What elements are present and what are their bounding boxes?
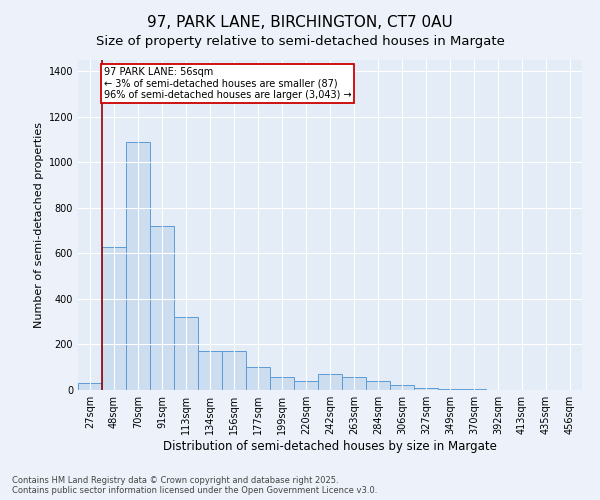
Bar bbox=[174, 317, 198, 390]
Bar bbox=[342, 378, 366, 390]
Text: Contains HM Land Registry data © Crown copyright and database right 2025.
Contai: Contains HM Land Registry data © Crown c… bbox=[12, 476, 377, 495]
Bar bbox=[462, 389, 486, 390]
Bar bbox=[390, 386, 414, 390]
Bar bbox=[126, 142, 150, 390]
Text: Size of property relative to semi-detached houses in Margate: Size of property relative to semi-detach… bbox=[95, 35, 505, 48]
Text: 97, PARK LANE, BIRCHINGTON, CT7 0AU: 97, PARK LANE, BIRCHINGTON, CT7 0AU bbox=[147, 15, 453, 30]
Text: 97 PARK LANE: 56sqm
← 3% of semi-detached houses are smaller (87)
96% of semi-de: 97 PARK LANE: 56sqm ← 3% of semi-detache… bbox=[104, 67, 352, 100]
Bar bbox=[150, 226, 174, 390]
Bar bbox=[270, 378, 294, 390]
Bar bbox=[438, 389, 462, 390]
Bar bbox=[294, 381, 318, 390]
Bar bbox=[198, 352, 222, 390]
Bar bbox=[318, 374, 342, 390]
Bar bbox=[366, 381, 390, 390]
X-axis label: Distribution of semi-detached houses by size in Margate: Distribution of semi-detached houses by … bbox=[163, 440, 497, 453]
Bar bbox=[222, 352, 246, 390]
Bar bbox=[414, 388, 438, 390]
Bar bbox=[102, 246, 126, 390]
Y-axis label: Number of semi-detached properties: Number of semi-detached properties bbox=[34, 122, 44, 328]
Bar bbox=[246, 367, 270, 390]
Bar bbox=[78, 383, 102, 390]
